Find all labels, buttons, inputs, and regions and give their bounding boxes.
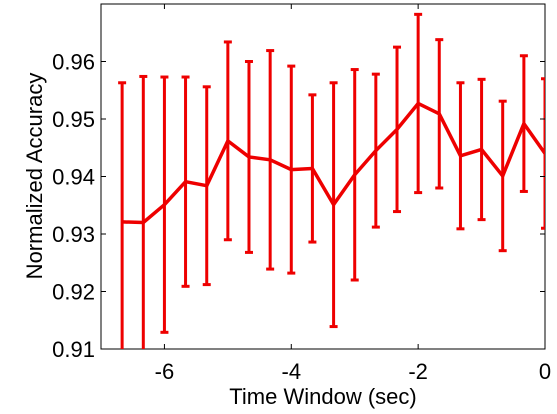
y-tick-label: 0.91 <box>52 337 95 362</box>
y-axis-label: Normalized Accuracy <box>22 73 47 280</box>
y-tick-label: 0.96 <box>52 50 95 75</box>
y-tick-label: 0.94 <box>52 165 95 190</box>
y-tick-label: 0.95 <box>52 107 95 132</box>
line <box>122 101 545 225</box>
x-axis-label: Time Window (sec) <box>229 384 416 409</box>
y-tick-label: 0.92 <box>52 280 95 305</box>
x-tick-label: -2 <box>408 359 428 384</box>
error-bar <box>541 77 545 230</box>
plot-frame <box>100 3 546 350</box>
x-tick-label: -6 <box>155 359 175 384</box>
x-tick-label: -4 <box>282 359 302 384</box>
plot-area <box>118 12 545 349</box>
y-tick-label: 0.93 <box>52 222 95 247</box>
x-tick-label: 0 <box>539 359 551 384</box>
